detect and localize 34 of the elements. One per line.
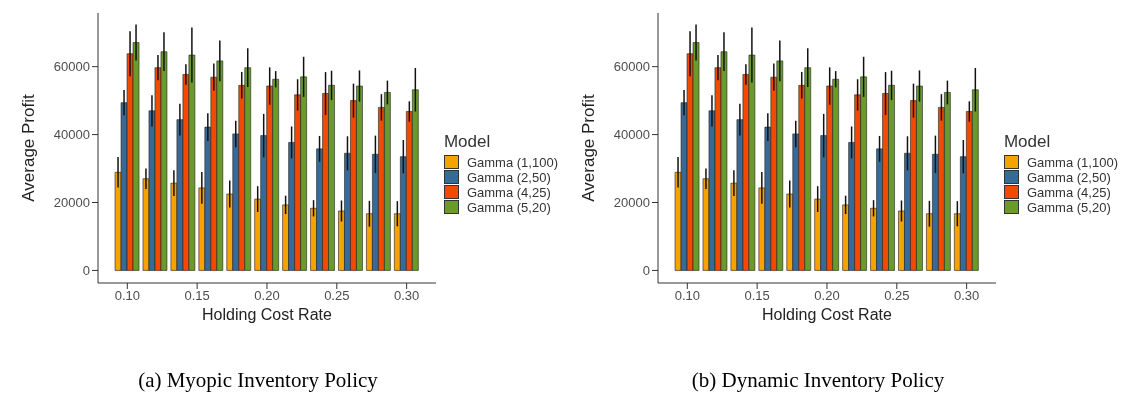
x-tick-label: 0.10 <box>114 288 140 304</box>
x-tick-label: 0.15 <box>184 288 210 304</box>
y-tick-label: 0 <box>642 263 650 279</box>
y-tick-label: 40000 <box>53 127 90 143</box>
legend-label: Gamma (1,100) <box>466 154 558 170</box>
x-tick-label: 0.25 <box>324 288 350 304</box>
x-tick-label: 0.20 <box>814 288 840 304</box>
x-tick-label: 0.15 <box>744 288 770 304</box>
y-axis-title: Average Profit <box>19 94 39 202</box>
y-tick-label: 0 <box>82 263 90 279</box>
x-tick-label: 0.30 <box>393 288 420 304</box>
text: (b) Dynamic Inventory Policy <box>691 368 946 393</box>
y-tick-label: 60000 <box>53 59 90 75</box>
legend-label: Gamma (1,100) <box>1026 154 1118 170</box>
x-tick-label: 0.20 <box>254 288 280 304</box>
x-tick-label: 0.10 <box>674 288 700 304</box>
text: (a) Myopic Inventory Policy <box>138 368 379 393</box>
legend-title: Model <box>1003 131 1052 152</box>
x-tick-label: 0.25 <box>884 288 910 304</box>
y-tick-label: 20000 <box>53 195 90 211</box>
y-tick-label: 40000 <box>613 127 650 143</box>
legend-label: Gamma (2,50) <box>466 169 551 185</box>
legend-label: Gamma (5,20) <box>1026 199 1111 215</box>
y-axis-title: Average Profit <box>579 94 599 202</box>
legend-title: Model <box>443 131 492 152</box>
x-axis-title: Holding Cost Rate <box>202 306 332 323</box>
legend-label: Gamma (5,20) <box>466 199 551 215</box>
x-axis-title: Holding Cost Rate <box>762 306 892 323</box>
legend-label: Gamma (2,50) <box>1026 169 1111 185</box>
y-tick-label: 20000 <box>613 195 650 211</box>
legend-label: Gamma (4,25) <box>1026 184 1111 200</box>
y-tick-label: 60000 <box>613 59 650 75</box>
x-tick-label: 0.30 <box>953 288 980 304</box>
legend-label: Gamma (4,25) <box>466 184 551 200</box>
